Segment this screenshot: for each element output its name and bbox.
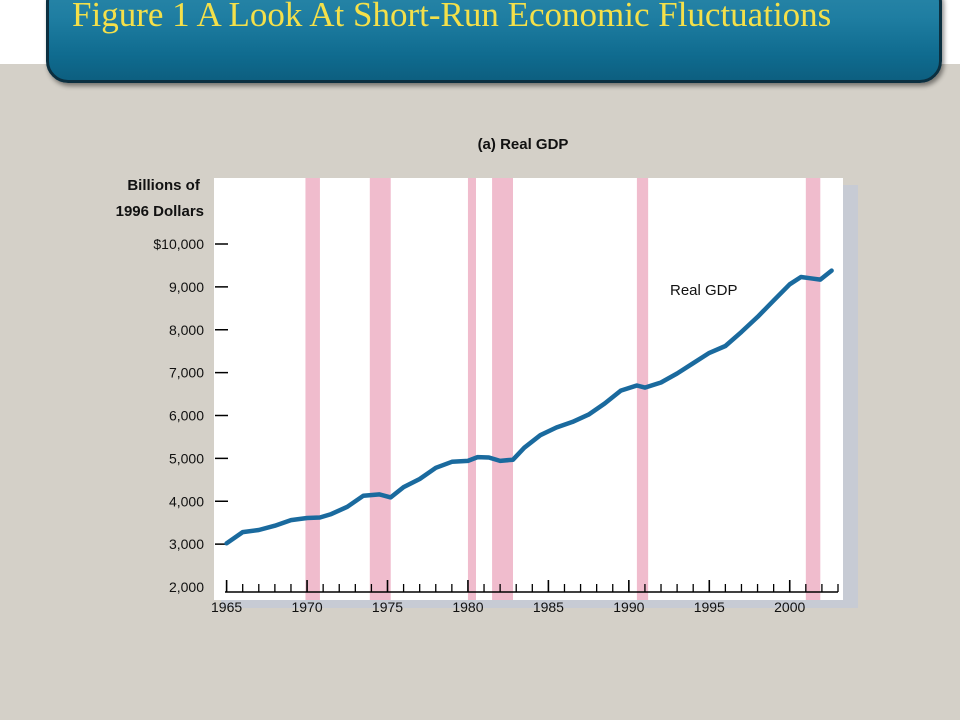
data-point [659,381,663,384]
series-real-gdp [224,268,834,546]
y-tick-label: 3,000 [169,536,204,552]
data-point [402,485,405,489]
data-point [723,344,727,348]
y-tick-label: $10,000 [153,236,204,252]
data-point [809,276,813,280]
recession-band-5 [805,178,821,600]
data-point [476,455,480,459]
data-point [522,446,526,450]
data-point [799,275,803,279]
data-point [707,351,711,355]
slide-title: Figure 1 A Look At Short-Run Economic Fl… [72,0,832,34]
data-point [555,426,558,429]
x-tick-label: 2000 [774,599,805,615]
data-point [289,518,293,522]
data-point [788,282,792,286]
y-axis-label-line-1: Billions of [127,177,201,194]
y-tick-label: 8,000 [169,322,204,338]
x-ticks: 1965 1970 1975 1980 1985 1990 1995 2000 [211,580,839,615]
data-point [257,528,261,532]
y-tick-label: 2,000 [169,579,204,595]
data-point [571,420,574,424]
recession-band-0 [305,178,320,600]
y-tick-label: 5,000 [169,450,204,466]
data-point [378,492,381,496]
x-tick-label: 1985 [533,599,564,615]
data-point [675,372,679,375]
x-tick-label: 1980 [452,599,483,615]
data-point [225,541,229,545]
x-tick-label: 1995 [694,599,725,615]
data-point [434,466,438,470]
data-point [345,505,349,509]
data-point [498,459,502,463]
data-point [756,315,759,319]
data-point [361,494,365,498]
recession-band-2 [467,178,476,600]
data-point [691,361,695,365]
data-point [241,530,245,534]
recession-band-1 [369,178,391,600]
title-banner [46,0,942,83]
y-tick-label: 7,000 [169,365,204,381]
series-annotation: Real GDP [670,282,738,299]
y-tick-label: 4,000 [169,493,204,509]
data-point [273,524,277,528]
data-point [389,495,393,499]
x-tick-label: 1970 [291,599,322,615]
data-point [635,384,639,387]
data-point [603,402,607,405]
y-axis-label: Billions of 1996 Dollars [116,177,204,220]
data-point [818,278,822,281]
data-point [772,299,776,302]
data-point [466,459,470,463]
data-point [511,458,515,462]
data-point [740,330,743,334]
data-point [305,516,309,520]
data-point [418,477,422,481]
y-tick-label: 6,000 [169,408,204,424]
x-tick-label: 1975 [372,599,403,615]
data-point [450,460,454,464]
y-axis-label-line-2: 1996 Dollars [116,203,204,220]
recession-band-3 [492,178,513,600]
data-point [587,413,591,417]
data-point [318,516,322,519]
y-tick-label: 9,000 [169,279,204,295]
data-point [329,512,333,516]
x-tick-label: 1965 [211,599,242,615]
data-point [643,386,647,390]
y-ticks: 2,000 3,000 4,000 5,000 6,000 7,000 8,000 9,000… [153,236,228,595]
data-point [619,389,623,393]
data-point [830,269,833,272]
data-point [487,456,491,459]
chart-title: (a) Real GDP [478,136,569,153]
data-point [538,433,542,437]
x-tick-label: 1990 [613,599,644,615]
